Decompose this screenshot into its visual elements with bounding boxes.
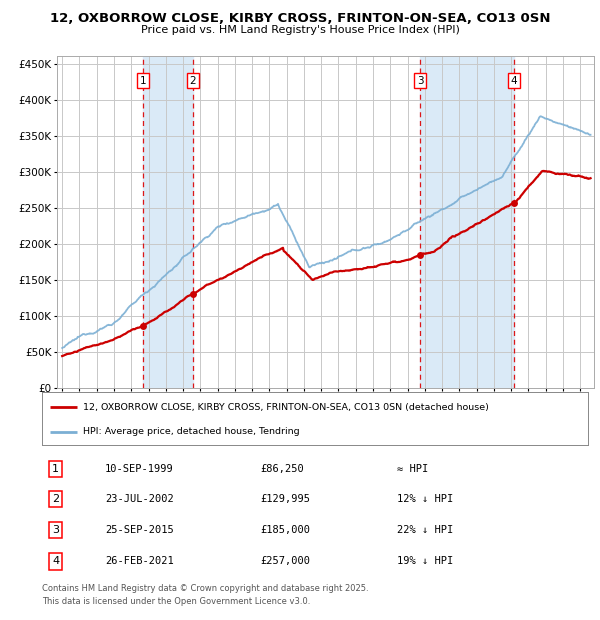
Text: £129,995: £129,995 — [260, 494, 310, 504]
Text: 2: 2 — [52, 494, 59, 504]
Text: 10-SEP-1999: 10-SEP-1999 — [105, 464, 173, 474]
Text: £257,000: £257,000 — [260, 557, 310, 567]
Text: 26-FEB-2021: 26-FEB-2021 — [105, 557, 173, 567]
Text: 1: 1 — [140, 76, 146, 86]
Text: ≈ HPI: ≈ HPI — [397, 464, 428, 474]
Text: 1: 1 — [52, 464, 59, 474]
Text: 4: 4 — [52, 557, 59, 567]
Text: 12% ↓ HPI: 12% ↓ HPI — [397, 494, 453, 504]
Text: 23-JUL-2002: 23-JUL-2002 — [105, 494, 173, 504]
Text: £185,000: £185,000 — [260, 525, 310, 535]
Text: 19% ↓ HPI: 19% ↓ HPI — [397, 557, 453, 567]
Bar — [420, 56, 514, 388]
Text: 2: 2 — [190, 76, 196, 86]
Text: 4: 4 — [511, 76, 517, 86]
Text: £86,250: £86,250 — [260, 464, 304, 474]
Text: Price paid vs. HM Land Registry's House Price Index (HPI): Price paid vs. HM Land Registry's House … — [140, 25, 460, 35]
Bar — [143, 56, 193, 388]
Text: 3: 3 — [417, 76, 424, 86]
Text: 12, OXBORROW CLOSE, KIRBY CROSS, FRINTON-ON-SEA, CO13 0SN (detached house): 12, OXBORROW CLOSE, KIRBY CROSS, FRINTON… — [83, 403, 489, 412]
Text: 22% ↓ HPI: 22% ↓ HPI — [397, 525, 453, 535]
Text: 12, OXBORROW CLOSE, KIRBY CROSS, FRINTON-ON-SEA, CO13 0SN: 12, OXBORROW CLOSE, KIRBY CROSS, FRINTON… — [50, 12, 550, 25]
Text: HPI: Average price, detached house, Tendring: HPI: Average price, detached house, Tend… — [83, 427, 299, 436]
Text: 25-SEP-2015: 25-SEP-2015 — [105, 525, 173, 535]
Text: 3: 3 — [52, 525, 59, 535]
Text: Contains HM Land Registry data © Crown copyright and database right 2025.
This d: Contains HM Land Registry data © Crown c… — [42, 584, 368, 606]
